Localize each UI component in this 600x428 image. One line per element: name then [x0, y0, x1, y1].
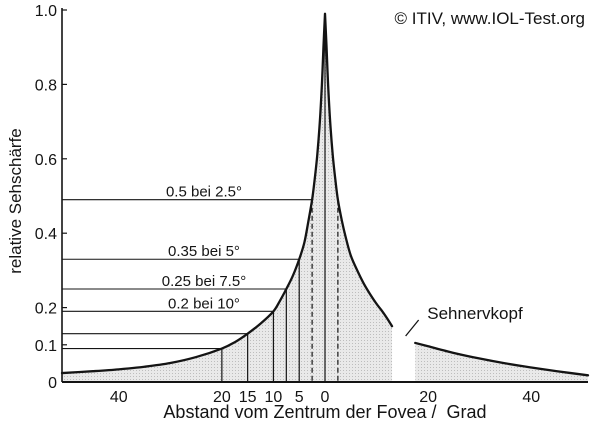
y-tick-label: 0.1	[35, 338, 57, 355]
acuity-curve-segment	[60, 12, 394, 375]
blind-spot-label: Sehnervkopf	[427, 304, 523, 323]
y-tick-label: 0.8	[35, 77, 57, 94]
area-fill-segment	[415, 342, 588, 382]
tick-labels-layer: 00.10.20.40.60.81.040 20 15 10 5 0 20 40	[35, 3, 541, 406]
y-tick-label: 0.2	[35, 301, 57, 318]
y-tick-label: 0	[48, 375, 57, 392]
y-tick-label: 1.0	[35, 3, 57, 20]
reference-label: 0.5 bei 2.5°	[166, 184, 242, 201]
y-tick-label: 0.4	[35, 226, 57, 243]
reference-label: 0.2 bei 10°	[168, 295, 240, 312]
x-tick-label: 40	[110, 389, 128, 406]
x-tick-label: 0	[321, 389, 330, 406]
x-axis-title: Abstand vom Zentrum der Fovea / Grad	[163, 402, 486, 422]
x-tick-label: 15	[239, 389, 257, 406]
x-tick-label: 20	[213, 389, 231, 406]
x-tick-label: 40	[522, 389, 540, 406]
x-tick-label: 20	[419, 389, 437, 406]
annotations-layer: Sehnervkopf	[405, 304, 523, 337]
copyright-text: © ITIV, www.IOL-Test.org	[395, 9, 585, 28]
reference-label: 0.25 bei 7.5°	[162, 273, 246, 290]
axes-layer	[61, 8, 588, 383]
y-tick-label: 0.6	[35, 152, 57, 169]
area-fill-layer	[62, 13, 588, 382]
blind-spot-pointer	[405, 319, 420, 337]
acuity-curve-segment	[414, 341, 590, 377]
x-tick-label: 10	[265, 389, 283, 406]
reference-lines-layer: 0.5 bei 2.5° 0.35 bei 5° 0.25 bei 7.5° 0.2 …	[62, 13, 339, 382]
area-fill-segment	[62, 13, 393, 382]
x-tick-label: 5	[295, 389, 304, 406]
y-axis-title: relative Sehschärfe	[6, 128, 25, 274]
reference-label: 0.35 bei 5°	[168, 243, 240, 260]
acuity-curve-layer	[60, 12, 590, 377]
